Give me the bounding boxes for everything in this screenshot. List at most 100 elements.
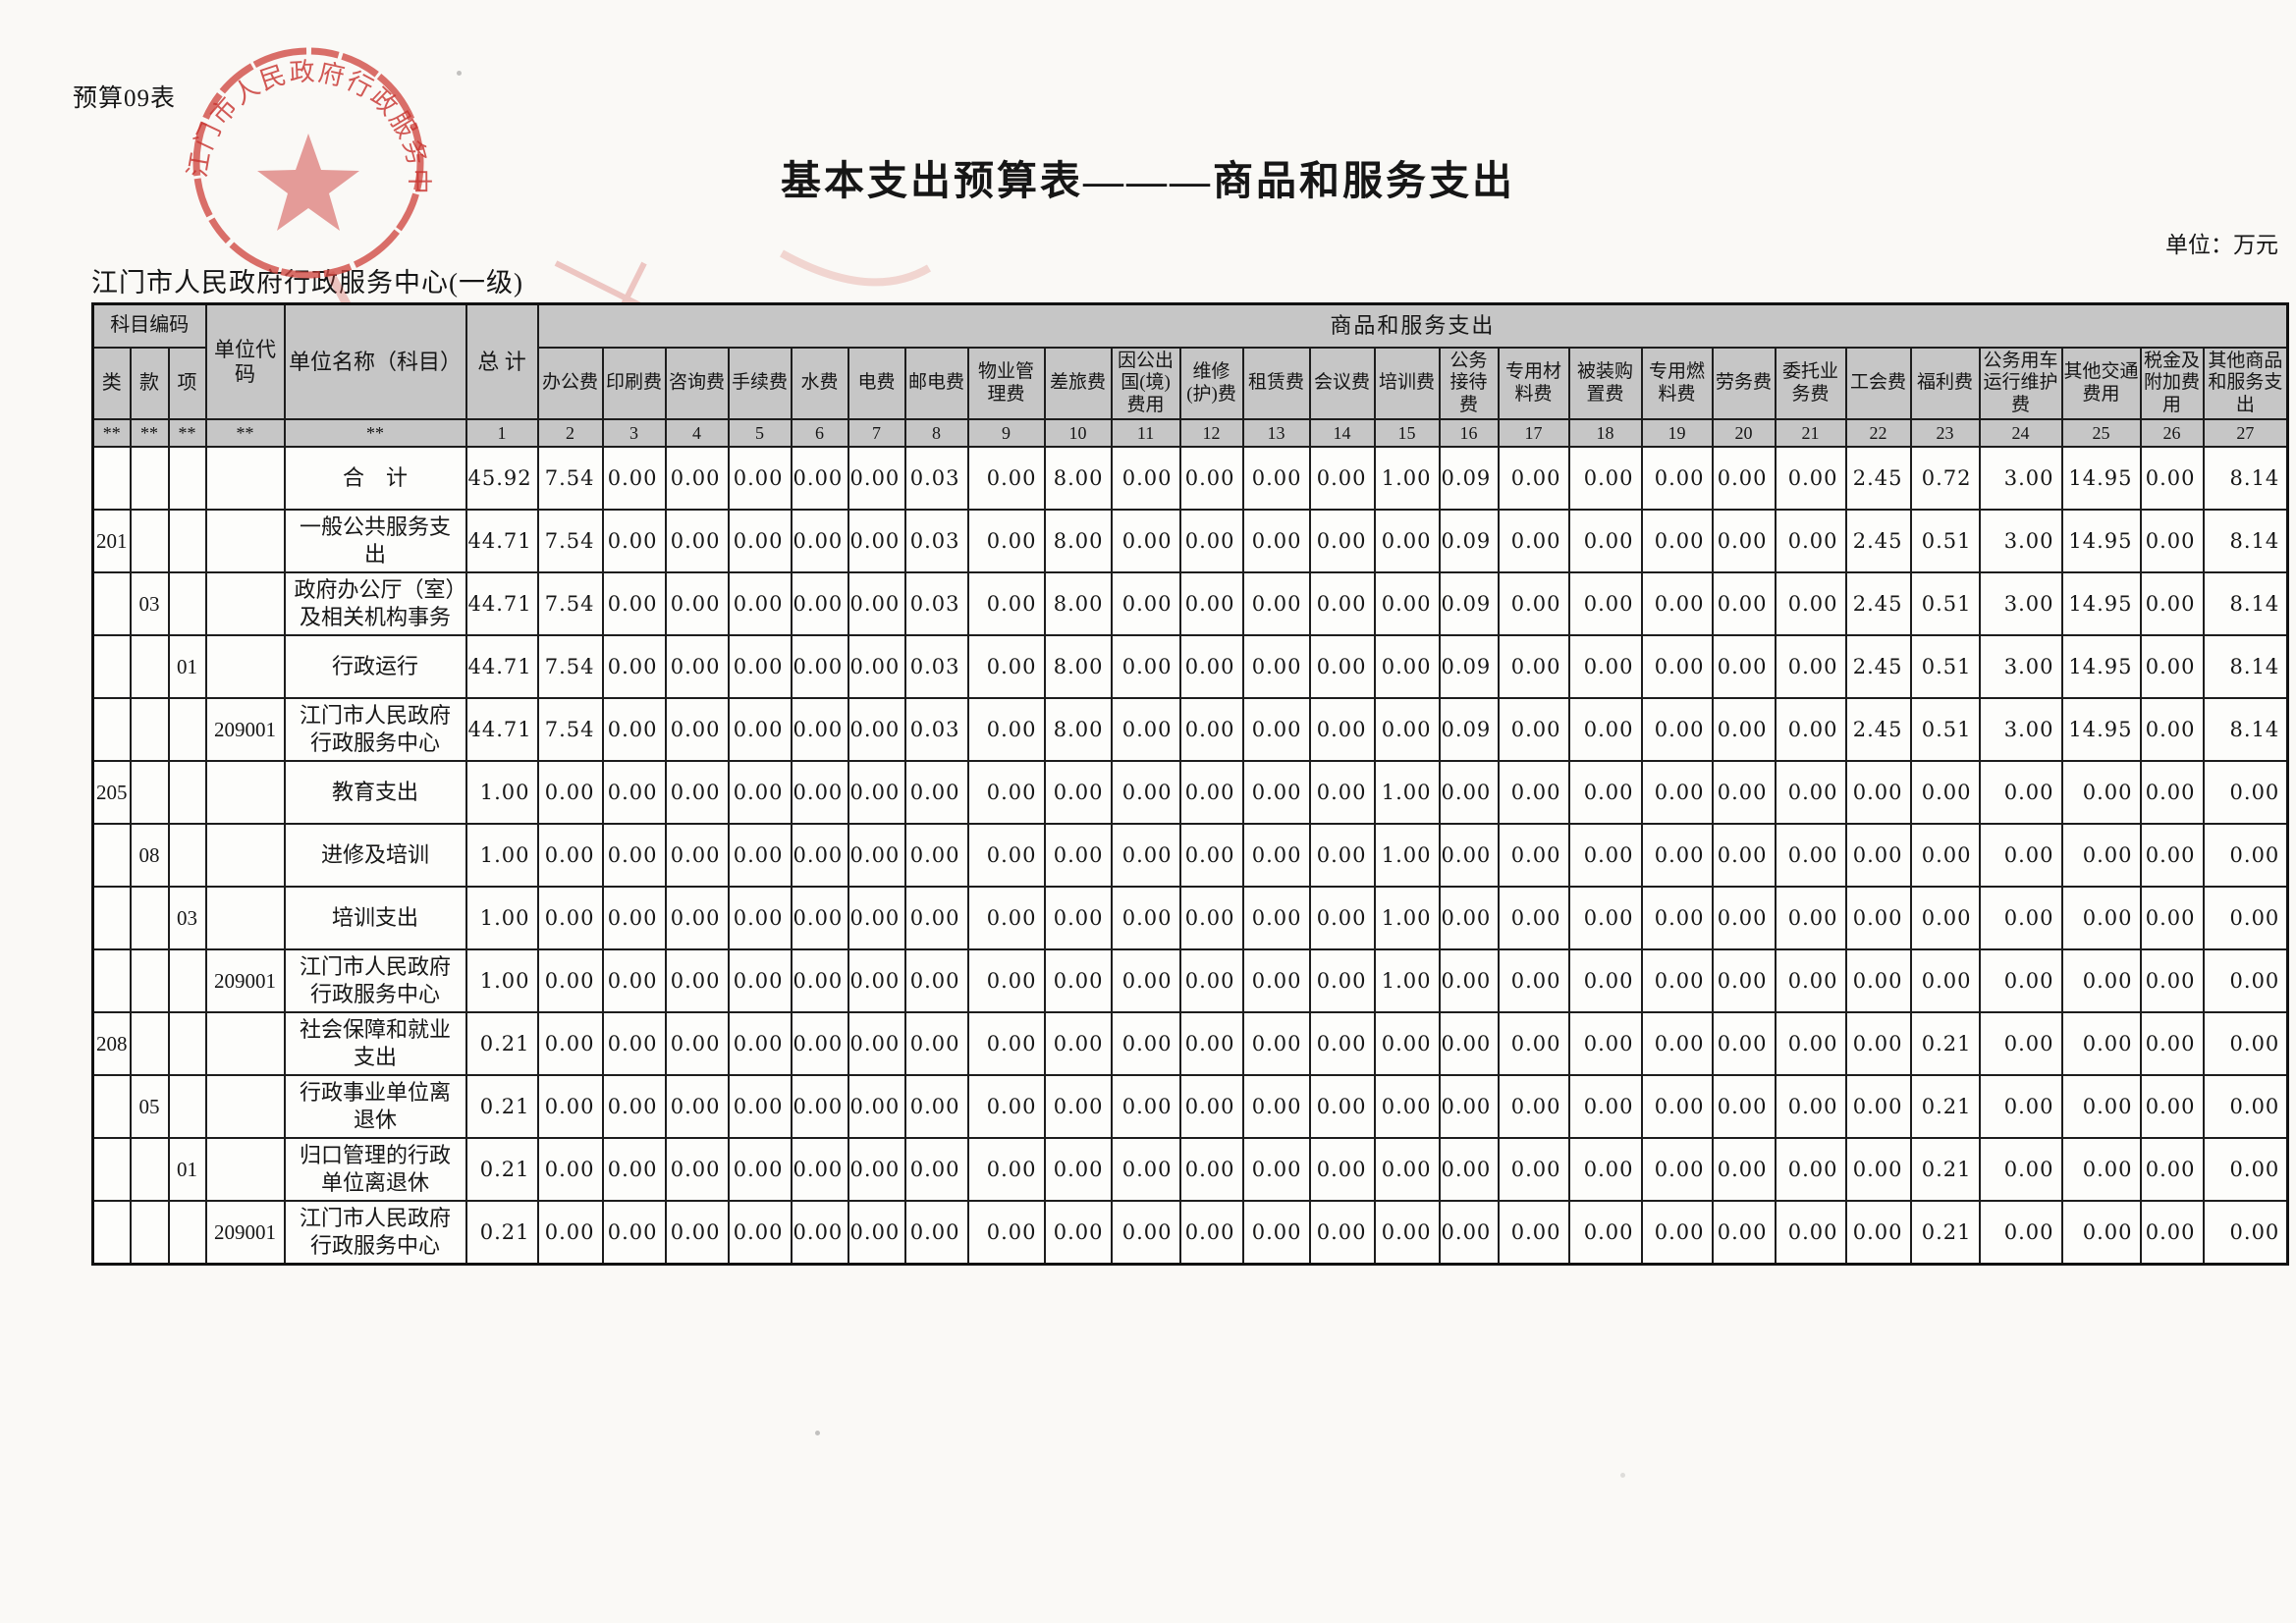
cell-value-9: 0.00 — [966, 697, 1046, 763]
cell-value-8: 0.03 — [903, 697, 969, 763]
cell-value-4: 0.00 — [664, 1074, 730, 1140]
header-column-number: 5 — [727, 418, 793, 449]
cell-section-code — [129, 1200, 170, 1266]
cell-value-22: 2.45 — [1844, 446, 1912, 512]
cell-value-20: 0.00 — [1711, 886, 1777, 951]
cell-value-7: 0.00 — [847, 760, 906, 826]
cell-value-16: 0.00 — [1438, 1137, 1500, 1203]
cell-value-11: 0.00 — [1110, 1137, 1181, 1203]
cell-value-23: 0.21 — [1909, 1137, 1981, 1203]
cell-section-code — [129, 948, 170, 1014]
cell-value-24: 3.00 — [1978, 634, 2063, 700]
header-asterisk: ** — [204, 418, 286, 449]
cell-value-6: 0.00 — [790, 1200, 849, 1266]
cell-value-21: 0.00 — [1774, 1137, 1847, 1203]
cell-value-26: 0.00 — [2139, 634, 2205, 700]
header-fee-column-27: 其他商品和服务支出 — [2202, 346, 2289, 421]
cell-value-3: 0.00 — [601, 948, 667, 1014]
header-column-number: 21 — [1774, 418, 1847, 449]
cell-section-code — [129, 886, 170, 951]
cell-value-16: 0.09 — [1438, 446, 1500, 512]
header-fee-column-9: 物业管理费 — [966, 346, 1046, 421]
header-row-columns: 类 款 项 办公费 印刷费 咨询费 手续费 水费 电费 邮电费 物业管理费 差旅费 因公出国(境)… — [91, 346, 2289, 421]
cell-value-7: 0.00 — [847, 446, 906, 512]
cell-value-6: 0.00 — [790, 1074, 849, 1140]
cell-class-code — [91, 446, 132, 512]
cell-value-5: 0.00 — [727, 886, 793, 951]
header-column-number: 19 — [1640, 418, 1714, 449]
cell-value-27: 8.14 — [2202, 571, 2289, 637]
cell-value-13: 0.00 — [1241, 634, 1311, 700]
cell-item-code — [167, 823, 207, 889]
header-column-number: 26 — [2139, 418, 2205, 449]
cell-value-18: 0.00 — [1567, 571, 1643, 637]
sheet-number-label: 预算09表 — [73, 85, 177, 112]
cell-value-13: 0.00 — [1241, 1074, 1311, 1140]
header-item: 项 — [167, 346, 207, 421]
cell-value-23: 0.21 — [1909, 1200, 1981, 1266]
cell-value-27: 8.14 — [2202, 697, 2289, 763]
header-unit-name: 单位名称（科目） — [283, 302, 467, 421]
cell-unit-code — [204, 823, 286, 889]
cell-value-12: 0.00 — [1178, 509, 1244, 574]
cell-value-22: 0.00 — [1844, 1011, 1912, 1077]
header-fee-column-15: 培训费 — [1373, 346, 1441, 421]
cell-value-15: 1.00 — [1373, 886, 1441, 951]
cell-value-14: 0.00 — [1308, 823, 1376, 889]
cell-value-27: 0.00 — [2202, 823, 2289, 889]
cell-value-8: 0.03 — [903, 634, 969, 700]
cell-section-code — [129, 634, 170, 700]
cell-value-4: 0.00 — [664, 1137, 730, 1203]
cell-value-16: 0.09 — [1438, 634, 1500, 700]
cell-value-2: 0.00 — [536, 1011, 604, 1077]
cell-value-16: 0.00 — [1438, 823, 1500, 889]
cell-value-21: 0.00 — [1774, 948, 1847, 1014]
cell-unit-name: 行政运行 — [283, 634, 467, 700]
cell-value-14: 0.00 — [1308, 697, 1376, 763]
table-row: 03 培训支出 1.00 0.00 0.00 0.00 0.00 0.00 0.00 0.00 0.… — [91, 886, 2289, 951]
cell-value-1: 0.21 — [465, 1200, 539, 1266]
header-fee-column-5: 手续费 — [727, 346, 793, 421]
cell-value-24: 0.00 — [1978, 1200, 2063, 1266]
cell-value-4: 0.00 — [664, 509, 730, 574]
cell-value-15: 1.00 — [1373, 446, 1441, 512]
cell-value-23: 0.51 — [1909, 571, 1981, 637]
cell-section-code: 08 — [129, 823, 170, 889]
cell-value-16: 0.00 — [1438, 948, 1500, 1014]
cell-value-26: 0.00 — [2139, 1137, 2205, 1203]
cell-value-27: 0.00 — [2202, 760, 2289, 826]
cell-value-11: 0.00 — [1110, 1011, 1181, 1077]
cell-value-26: 0.00 — [2139, 446, 2205, 512]
header-goods-services-group: 商品和服务支出 — [536, 302, 2289, 349]
cell-value-9: 0.00 — [966, 886, 1046, 951]
cell-value-18: 0.00 — [1567, 823, 1643, 889]
cell-unit-name: 培训支出 — [283, 886, 467, 951]
cell-value-19: 0.00 — [1640, 446, 1714, 512]
cell-value-4: 0.00 — [664, 886, 730, 951]
cell-class-code: 208 — [91, 1011, 132, 1077]
cell-unit-name: 进修及培训 — [283, 823, 467, 889]
cell-item-code: 01 — [167, 1137, 207, 1203]
header-column-number: 17 — [1497, 418, 1570, 449]
cell-value-11: 0.00 — [1110, 886, 1181, 951]
cell-value-8: 0.00 — [903, 1074, 969, 1140]
cell-value-19: 0.00 — [1640, 697, 1714, 763]
cell-value-1: 44.71 — [465, 697, 539, 763]
table-row: 209001 江门市人民政府行政服务中心 0.21 0.00 0.00 0.00 0.00 0… — [91, 1200, 2289, 1266]
cell-value-25: 0.00 — [2060, 823, 2142, 889]
cell-value-12: 0.00 — [1178, 697, 1244, 763]
cell-item-code: 03 — [167, 886, 207, 951]
cell-value-15: 0.00 — [1373, 1011, 1441, 1077]
header-column-number: 11 — [1110, 418, 1181, 449]
cell-value-17: 0.00 — [1497, 697, 1570, 763]
header-column-number: 10 — [1043, 418, 1113, 449]
cell-value-14: 0.00 — [1308, 634, 1376, 700]
cell-value-24: 3.00 — [1978, 446, 2063, 512]
cell-value-22: 2.45 — [1844, 571, 1912, 637]
cell-value-11: 0.00 — [1110, 446, 1181, 512]
cell-value-25: 0.00 — [2060, 948, 2142, 1014]
cell-value-10: 0.00 — [1043, 1074, 1113, 1140]
cell-section-code — [129, 697, 170, 763]
cell-unit-name: 教育支出 — [283, 760, 467, 826]
cell-value-21: 0.00 — [1774, 571, 1847, 637]
